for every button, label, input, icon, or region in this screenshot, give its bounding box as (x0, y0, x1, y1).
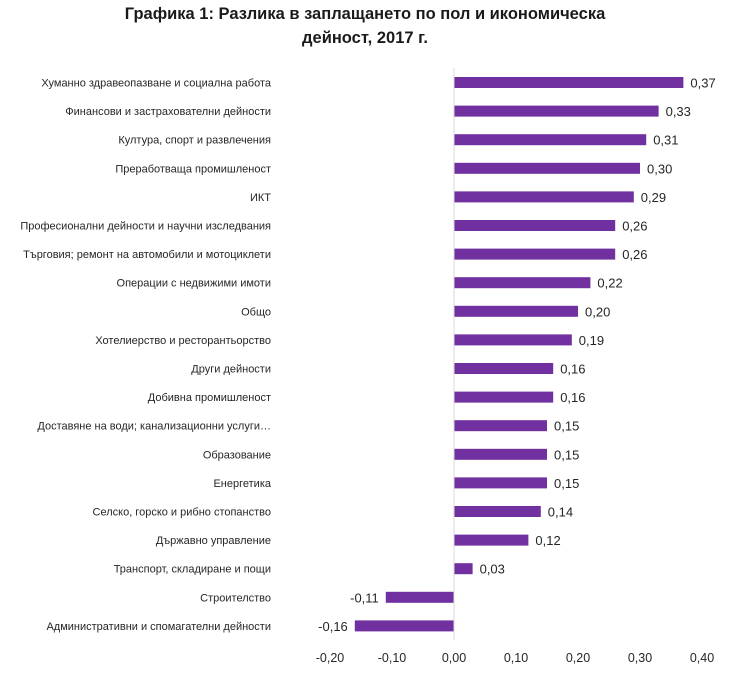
chart-title-line-1: Графика 1: Разлика в заплащането по пол … (124, 5, 606, 23)
category-label: Други дейности (191, 364, 271, 376)
x-tick-label: -0,20 (316, 651, 345, 665)
value-label: 0,30 (647, 161, 672, 176)
value-label: 0,03 (480, 562, 505, 577)
category-label: Строителство (200, 592, 271, 604)
bar (454, 563, 473, 575)
value-label: 0,22 (597, 276, 622, 291)
category-label: Професионални дейности и научни изследва… (20, 221, 271, 233)
category-label: Хотелиерство и ресторантьорство (95, 335, 271, 347)
bar (454, 534, 529, 546)
bar (454, 134, 647, 146)
category-label: Преработваща промишленост (115, 163, 271, 175)
value-label: -0,11 (350, 590, 379, 605)
category-label: ИКТ (250, 192, 271, 204)
bar (454, 248, 616, 260)
x-tick-label: 0,00 (442, 651, 466, 665)
bar (454, 420, 547, 432)
category-label: Държавно управление (156, 535, 271, 547)
value-label: 0,19 (579, 333, 604, 348)
bars-group (354, 77, 684, 632)
bar (454, 391, 554, 403)
bar (454, 77, 684, 88)
category-label: Добивна промишленост (148, 392, 271, 404)
bar (454, 277, 591, 289)
value-label: 0,26 (622, 247, 647, 262)
bar (454, 105, 659, 117)
bar (454, 506, 541, 517)
value-label: 0,15 (554, 447, 579, 462)
x-tick-label: 0,40 (690, 651, 714, 665)
bar (454, 363, 554, 374)
bar (454, 162, 640, 174)
category-label: Култура, спорт и развлечения (118, 135, 271, 147)
value-label: -0,16 (318, 619, 348, 634)
value-label: 0,20 (585, 304, 610, 319)
category-label: Образование (203, 449, 271, 461)
bar (454, 220, 616, 231)
chart-title-line-2: дейност, 2017 г. (302, 29, 428, 47)
category-label: Търговия; ремонт на автомобили и мотоцик… (23, 249, 271, 261)
value-label: 0,37 (690, 76, 715, 91)
category-label: Енергетика (213, 478, 271, 490)
category-label: Селско, горско и рибно стопанство (93, 507, 271, 519)
x-tick-label: 0,30 (628, 651, 652, 665)
chart-title: Графика 1: Разлика в заплащането по пол … (0, 2, 730, 50)
value-label: 0,26 (622, 219, 647, 234)
category-labels-group: Хуманно здравеопазване и социална работа… (20, 78, 272, 633)
x-tick-label: 0,20 (566, 651, 590, 665)
category-label: Операции с недвижими имоти (117, 278, 271, 290)
value-label: 0,16 (560, 390, 585, 405)
bar (354, 620, 454, 632)
x-axis-ticks-group: -0,20 -0,10 0,00 0,10 0,20 0,30 0,40 (316, 651, 714, 665)
value-labels-group: 0,370,330,310,300,290,260,260,220,200,19… (318, 76, 716, 634)
bar (385, 591, 454, 603)
category-label: Хуманно здравеопазване и социална работа (41, 78, 271, 90)
value-label: 0,31 (653, 133, 678, 148)
category-label: Общо (241, 306, 271, 318)
category-label: Финансови и застрахователни дейности (65, 106, 271, 118)
category-label: Транспорт, складиране и пощи (114, 564, 271, 576)
value-label: 0,14 (548, 505, 573, 520)
value-label: 0,16 (560, 362, 585, 377)
value-label: 0,12 (535, 533, 560, 548)
category-label: Доставяне на води; канализационни услуги… (37, 421, 271, 433)
bar (454, 191, 634, 203)
category-label: Административни и спомагателни дейности (46, 621, 271, 633)
value-label: 0,15 (554, 476, 579, 491)
value-label: 0,15 (554, 419, 579, 434)
bar (454, 334, 572, 346)
x-tick-label: -0,10 (378, 651, 407, 665)
bar (454, 448, 547, 460)
bar (454, 305, 578, 317)
x-tick-label: 0,10 (504, 651, 528, 665)
value-label: 0,33 (666, 104, 691, 119)
value-label: 0,29 (641, 190, 666, 205)
bar (454, 477, 547, 489)
